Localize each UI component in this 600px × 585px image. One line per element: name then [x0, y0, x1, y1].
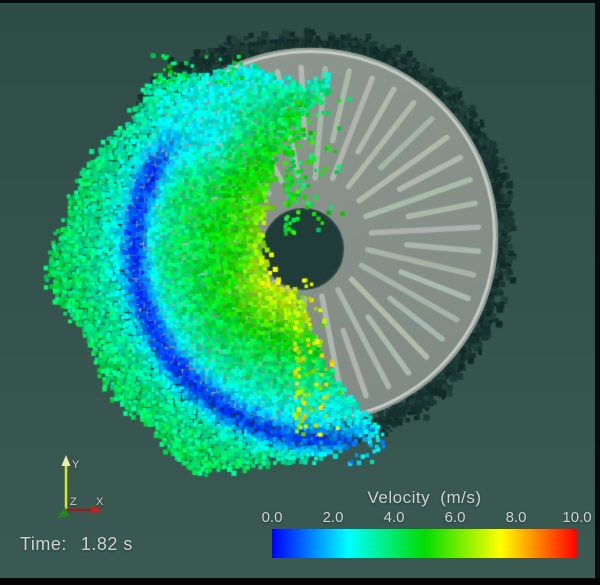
x-axis-arrowhead: [91, 505, 102, 515]
time-label: Time:: [20, 534, 67, 554]
colorbar-tick: 4.0: [383, 509, 405, 526]
y-axis-label: Y: [72, 459, 80, 471]
colorbar-title: Velocity (m/s): [367, 488, 482, 507]
y-axis-arrowhead: [61, 455, 71, 466]
colorbar-gradient-bar: [272, 529, 577, 558]
letterbox-right: [595, 0, 600, 585]
orientation-axes-widget: Y Z X: [57, 455, 104, 518]
colorbar-tick: 0.0: [261, 509, 283, 526]
x-axis-label: X: [96, 496, 104, 508]
colorbar-widget[interactable]: Velocity (m/s) 0.0 2.0 4.0 6.0 8.0 10.0: [262, 488, 592, 558]
colorbar-tick: 6.0: [444, 509, 466, 526]
z-axis-label: Z: [70, 496, 77, 508]
time-value: 1.82 s: [80, 534, 133, 554]
colorbar-tick: 8.0: [505, 509, 527, 526]
colorbar-tick: 10.0: [562, 509, 592, 526]
z-axis-arrowhead: [57, 507, 69, 518]
letterbox-top: [0, 0, 600, 3]
colorbar-ticks: 0.0 2.0 4.0 6.0 8.0 10.0: [262, 509, 592, 528]
colorbar-tick: 2.0: [322, 509, 344, 526]
time-display: Time: 1.82 s: [20, 534, 133, 555]
letterbox-bottom: [0, 578, 600, 585]
